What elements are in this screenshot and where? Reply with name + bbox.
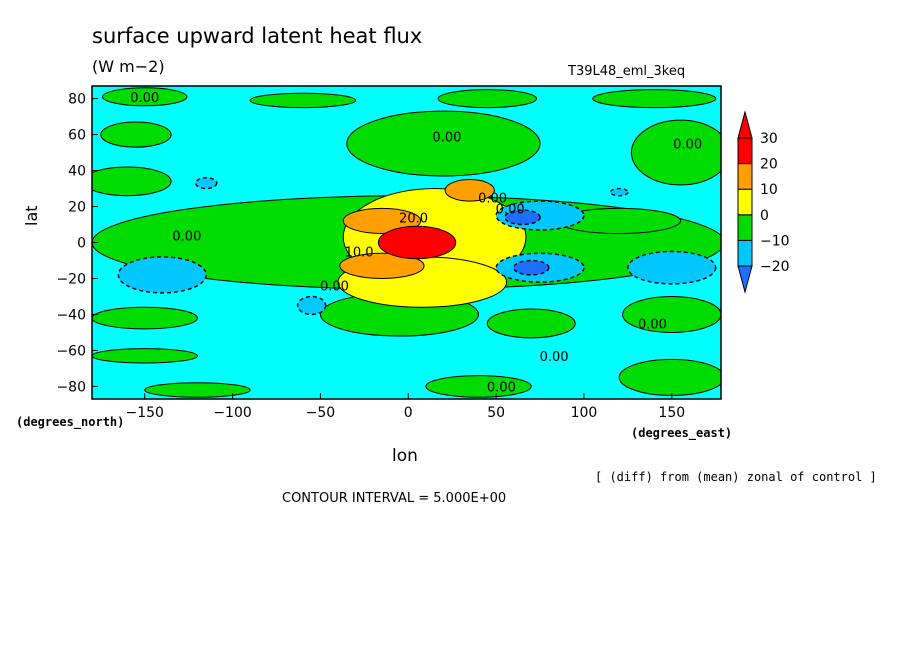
degrees-east-label: (degrees_east) (631, 426, 733, 440)
contour-region-17 (144, 382, 251, 398)
contour-region-7 (630, 119, 721, 186)
y-tick-label: −20 (56, 271, 86, 287)
contour-region-21 (339, 252, 425, 279)
contour-region-23 (377, 225, 457, 260)
colorbar: 30 20 10 0 −10 −20 (737, 110, 790, 294)
y-tick-label: 0 (77, 236, 86, 252)
contour-region-2 (249, 92, 357, 109)
contour-region-22 (444, 179, 495, 202)
colorbar-segment (737, 239, 753, 267)
contour-region-31 (512, 259, 550, 276)
x-tick-label: 0 (404, 405, 413, 421)
contour-label: 20.0 (399, 211, 428, 226)
colorbar-tick-label: 30 (760, 131, 778, 147)
y-tick-label: −40 (56, 307, 86, 323)
chart-title: surface upward latent heat flux (92, 24, 423, 48)
contour-label: 0.00 (496, 202, 525, 217)
contour-label: 0.00 (172, 229, 201, 244)
x-tick-label: −150 (125, 405, 163, 421)
contour-region-28 (194, 177, 218, 190)
colorbar-tick-label: 0 (760, 208, 769, 224)
contour-region-16 (425, 375, 532, 398)
contour-region-5 (100, 121, 172, 148)
contour-label: 0.00 (320, 280, 349, 295)
contour-region-27 (117, 256, 207, 294)
colorbar-tick-label: −10 (760, 233, 790, 249)
contour-labels: 0.000.00 0.000.000.0020.00.0010.00.000.00… (130, 91, 702, 396)
x-tick-label: 150 (658, 405, 685, 421)
colorbar-top-arrow (737, 110, 753, 139)
contour-label: 0.00 (673, 138, 702, 153)
contour-regions (92, 87, 721, 398)
x-tick-label: −100 (213, 405, 251, 421)
contour-label: 0.00 (638, 317, 667, 332)
contour-label: 0.00 (478, 192, 507, 207)
contour-region-3 (437, 89, 538, 109)
contour-region-4 (592, 89, 717, 109)
x-axis-label: lon (392, 446, 418, 466)
contour-region-32 (504, 209, 541, 226)
y-axis-ticks: 80 60 40 20 0 −20 −40 −60 −80 (56, 92, 98, 395)
colorbar-segment (737, 188, 753, 216)
y-tick-label: 80 (68, 92, 86, 108)
comparison-note: [ (diff) from (mean) zonal of control ] (595, 470, 877, 484)
colorbar-segment (737, 137, 753, 165)
degrees-north-label: (degrees_north) (16, 415, 125, 429)
units-label: (W m−2) (92, 57, 165, 76)
x-tick-label: 100 (571, 405, 598, 421)
run-name-label: T39L48_eml_3keq (568, 64, 686, 79)
y-tick-label: 60 (68, 128, 86, 144)
colorbar-tick-label: 10 (760, 182, 778, 198)
colorbar-tick-label: 20 (760, 157, 778, 173)
contour-label: 0.00 (432, 130, 461, 145)
contour-label: 0.00 (130, 91, 159, 106)
contour-region-6 (346, 110, 541, 177)
contour-region-13 (486, 308, 576, 339)
colorbar-bottom-arrow (737, 265, 753, 294)
x-tick-label: −50 (306, 405, 336, 421)
y-tick-label: −80 (56, 379, 86, 395)
contour-region-8 (92, 166, 172, 197)
contour-region-1 (102, 87, 188, 107)
colorbar-segment (737, 163, 753, 190)
contour-label: 0.00 (540, 350, 569, 365)
colorbar-tick-label: −20 (760, 259, 790, 275)
contour-region-29 (296, 295, 327, 316)
contour-region-11 (92, 306, 198, 330)
y-tick-label: 40 (68, 164, 86, 180)
x-tick-label: 50 (487, 405, 505, 421)
contour-interval-label: CONTOUR INTERVAL = 5.000E+00 (282, 491, 507, 506)
contour-region-30 (609, 187, 629, 197)
contour-region-26 (627, 250, 717, 285)
y-tick-label: −60 (56, 343, 86, 359)
colorbar-segment (737, 214, 753, 241)
contour-label: 10.0 (345, 245, 374, 260)
y-tick-label: 20 (68, 200, 86, 216)
contour-region-15 (618, 358, 721, 396)
x-axis-ticks: −150 −100 −50 0 50 100 150 (125, 393, 685, 421)
contour-label: 0.00 (487, 380, 516, 395)
contour-region-14 (92, 348, 198, 364)
